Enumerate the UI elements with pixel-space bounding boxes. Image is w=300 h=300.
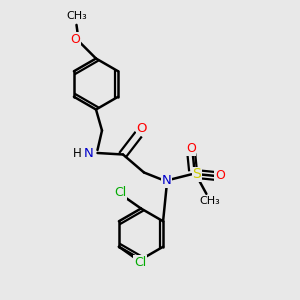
Text: O: O bbox=[136, 122, 147, 135]
Text: CH₃: CH₃ bbox=[66, 11, 87, 21]
Text: O: O bbox=[186, 142, 196, 155]
Text: S: S bbox=[192, 167, 201, 181]
Text: O: O bbox=[71, 33, 80, 46]
Text: O: O bbox=[215, 169, 225, 182]
Text: H: H bbox=[73, 146, 82, 160]
Text: Cl: Cl bbox=[114, 186, 126, 200]
Text: CH₃: CH₃ bbox=[199, 196, 220, 206]
Text: N: N bbox=[84, 146, 93, 160]
Text: N: N bbox=[162, 174, 172, 188]
Text: Cl: Cl bbox=[134, 256, 146, 269]
